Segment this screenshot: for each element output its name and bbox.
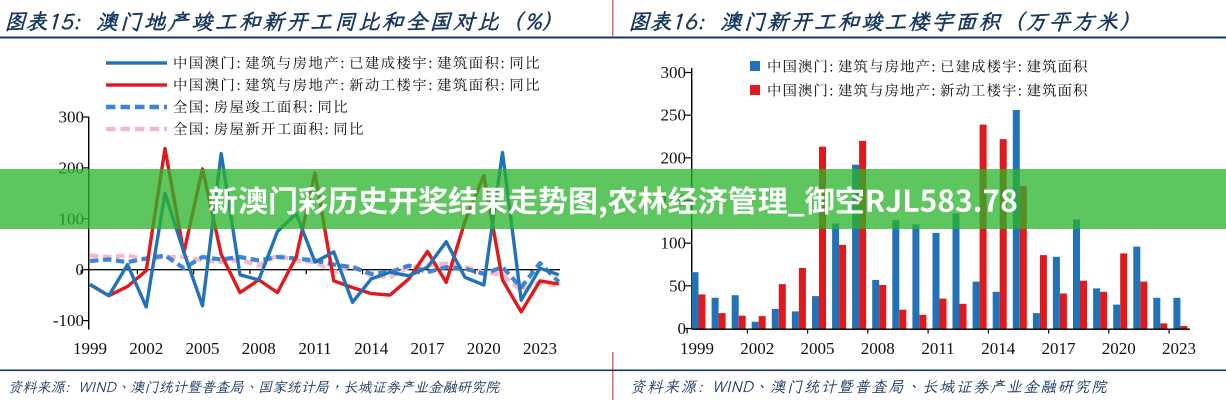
svg-text:2020: 2020 [1102,339,1136,358]
svg-text:2002: 2002 [740,339,774,358]
svg-text:2005: 2005 [186,339,220,358]
svg-text:0: 0 [678,319,687,338]
svg-text:2014: 2014 [354,339,389,358]
svg-text:200: 200 [661,148,687,167]
svg-text:2020: 2020 [467,339,501,358]
svg-text:2011: 2011 [298,339,331,358]
svg-text:2017: 2017 [1042,339,1077,358]
svg-text:300: 300 [59,108,85,127]
svg-text:1999: 1999 [73,339,107,358]
svg-text:2023: 2023 [523,339,557,358]
svg-text:0: 0 [76,260,85,279]
svg-text:2008: 2008 [861,339,895,358]
svg-text:2014: 2014 [981,339,1016,358]
svg-text:2002: 2002 [129,339,163,358]
svg-text:2008: 2008 [242,339,276,358]
svg-text:2023: 2023 [1162,339,1196,358]
svg-text:2005: 2005 [801,339,835,358]
svg-text:50: 50 [669,276,686,295]
svg-text:-100: -100 [53,311,84,330]
svg-text:2017: 2017 [411,339,446,358]
svg-text:1999: 1999 [680,339,714,358]
svg-text:250: 250 [661,106,687,125]
svg-text:2011: 2011 [921,339,954,358]
svg-text:100: 100 [661,234,687,253]
svg-text:300: 300 [661,63,687,82]
